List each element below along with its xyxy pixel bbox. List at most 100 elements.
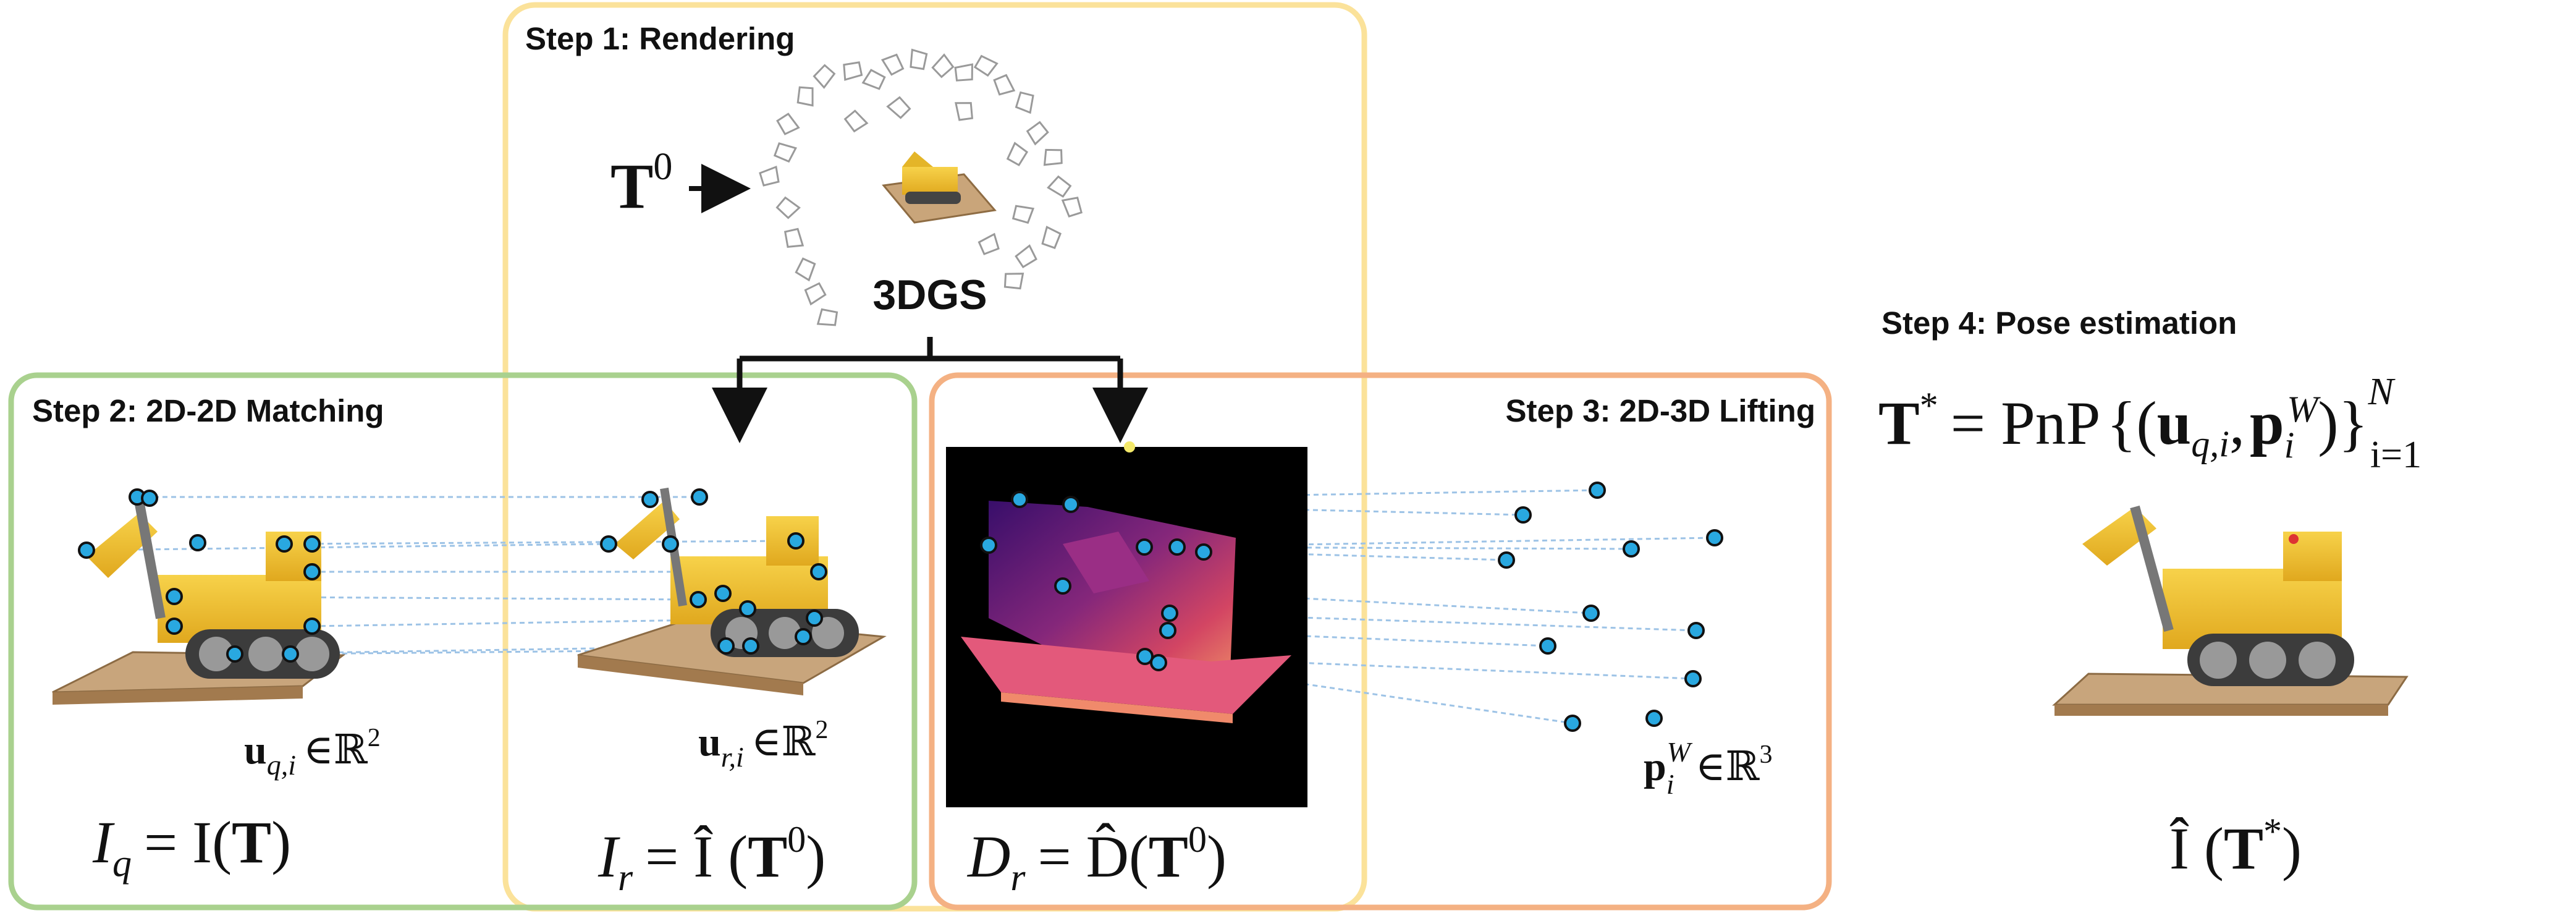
camera-frustum [759, 165, 780, 187]
keypoint [600, 535, 617, 553]
keypoint [690, 591, 707, 608]
camera-frustum [773, 142, 797, 163]
camera-frustum [1006, 142, 1029, 167]
camera-frustum [816, 308, 838, 326]
pose-input-label: T0 [610, 146, 672, 222]
camera-frustum [973, 54, 999, 77]
camera-frustum [1026, 121, 1049, 146]
keypoint [189, 534, 206, 551]
camera-frustum [1043, 148, 1063, 166]
keypoint [78, 541, 95, 559]
match-lines [86, 489, 1715, 724]
keypoint [1589, 482, 1606, 499]
keypoint [282, 645, 299, 663]
keypoint [1645, 710, 1663, 727]
camera-frustum [1015, 244, 1037, 268]
step3-box [929, 372, 1832, 911]
camera-frustum [880, 53, 905, 76]
camera-frustum [1015, 91, 1034, 114]
query-image-equation: Iq = I(T) [92, 809, 291, 885]
keypoint [662, 535, 679, 553]
keypoint [806, 609, 823, 627]
camera-frustum [1041, 226, 1062, 249]
keypoint [714, 585, 732, 602]
match-line [86, 543, 609, 551]
keypoint [980, 537, 997, 554]
render-keypoint-label: ur,i ∈ℝ2 [698, 716, 829, 773]
camera-frustum [1003, 273, 1024, 290]
keypoint [691, 488, 708, 506]
scene-thumbnail [882, 151, 997, 224]
keypoint [1195, 543, 1212, 561]
keypoint [717, 637, 735, 655]
keypoint [742, 637, 759, 655]
rendered-image-equation: Ir = Î (T0) [598, 819, 826, 899]
keypoint [641, 491, 659, 508]
camera-frustum [1011, 205, 1035, 224]
keypoint [1687, 622, 1705, 639]
keypoint [141, 490, 158, 507]
step1-box [502, 2, 1367, 912]
camera-frustum [978, 232, 1000, 255]
keypoint [795, 628, 812, 645]
point-world-label: piW ∈ℝ3 [1644, 736, 1773, 800]
query-keypoint-label: uq,i ∈ℝ2 [244, 724, 381, 781]
camera-frustum [910, 48, 928, 70]
keypoint [787, 532, 804, 550]
camera-frustum [954, 63, 973, 82]
keypoint [739, 600, 756, 618]
camera-frustum [886, 96, 911, 119]
keypoint [303, 618, 321, 635]
model-label: 3DGS [872, 271, 987, 318]
camera-frustum [804, 282, 827, 306]
keypoint [1161, 605, 1178, 622]
camera-frustum [796, 86, 814, 107]
step1-title: Step 1: Rendering [525, 21, 795, 56]
keypoint [1498, 551, 1515, 569]
keypoint [1514, 506, 1532, 524]
camera-frustum [843, 109, 869, 133]
camera-frustum [1047, 175, 1072, 198]
keypoint [166, 588, 183, 605]
keypoint [1159, 622, 1176, 639]
depth-equation: Dr = D̂(T0) [966, 819, 1227, 899]
camera-frustum [993, 74, 1016, 96]
keypoint [1706, 529, 1723, 546]
step2-title: Step 2: 2D-2D Matching [32, 393, 384, 428]
step4-title: Step 4: Pose estimation [1881, 305, 2237, 341]
camera-frustum [775, 196, 801, 219]
query-image [52, 499, 346, 705]
camera-frustums [759, 48, 1083, 326]
keypoint [1582, 605, 1600, 622]
keypoint [226, 645, 243, 663]
camera-frustum [776, 113, 800, 135]
keypoint [166, 618, 183, 635]
camera-frustum [931, 53, 955, 79]
keypoint [1136, 648, 1154, 665]
keypoints [78, 482, 1723, 732]
keypoint [1054, 577, 1071, 595]
keypoint [1623, 540, 1640, 558]
keypoint [276, 535, 293, 553]
camera-frustum [795, 257, 816, 282]
final-output-equation: Î (T*) [2169, 811, 2302, 881]
final-rendered-image [2052, 505, 2409, 716]
keypoint [1011, 491, 1028, 508]
camera-frustum [1061, 197, 1083, 218]
keypoint [303, 563, 321, 580]
keypoint [810, 563, 827, 580]
keypoint [1150, 654, 1167, 671]
keypoint [1168, 538, 1186, 556]
step3-title: Step 3: 2D-3D Lifting [1505, 393, 1815, 428]
match-line [284, 540, 796, 545]
branch-arrows [712, 337, 1148, 443]
camera-frustum [843, 61, 863, 81]
keypoint [1684, 670, 1702, 687]
depth-map-image [946, 441, 1307, 807]
camera-frustum [955, 102, 974, 121]
keypoint [1539, 637, 1556, 655]
keypoint [303, 535, 321, 553]
camera-frustum [813, 64, 836, 89]
match-line [1176, 546, 1632, 550]
